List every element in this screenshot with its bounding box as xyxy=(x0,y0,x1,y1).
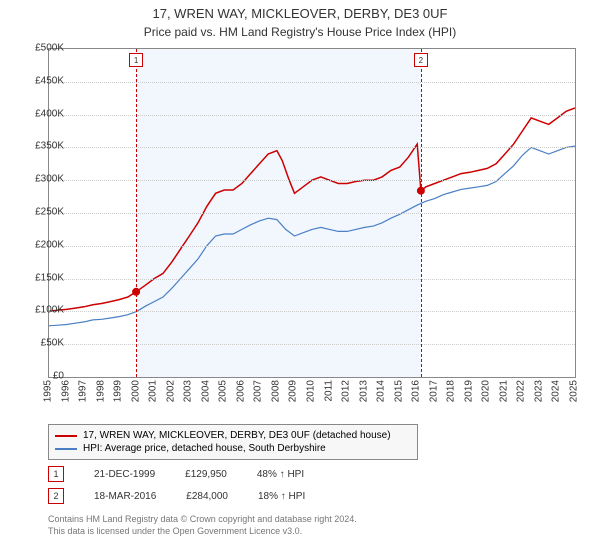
x-tick-label: 2012 xyxy=(341,380,352,402)
marker-row-2: 2 18-MAR-2016 £284,000 18% ↑ HPI xyxy=(48,488,305,504)
y-tick-label: £50K xyxy=(24,338,64,349)
y-tick-label: £500K xyxy=(24,43,64,54)
y-tick-label: £100K xyxy=(24,305,64,316)
y-tick-label: £250K xyxy=(24,207,64,218)
y-tick-label: £400K xyxy=(24,108,64,119)
x-tick-label: 1998 xyxy=(95,380,106,402)
legend-label-2: HPI: Average price, detached house, Sout… xyxy=(83,443,326,454)
footnote-line-1: Contains HM Land Registry data © Crown c… xyxy=(48,514,357,526)
x-tick-label: 2023 xyxy=(533,380,544,402)
x-tick-label: 2001 xyxy=(148,380,159,402)
x-tick-label: 2002 xyxy=(165,380,176,402)
legend-label-1: 17, WREN WAY, MICKLEOVER, DERBY, DE3 0UF… xyxy=(83,430,391,441)
marker-badge-2: 2 xyxy=(48,488,64,504)
marker-badge-1: 1 xyxy=(48,466,64,482)
x-tick-label: 2022 xyxy=(516,380,527,402)
legend-swatch-1 xyxy=(55,435,77,437)
chart-title: 17, WREN WAY, MICKLEOVER, DERBY, DE3 0UF xyxy=(0,0,600,23)
x-tick-label: 2014 xyxy=(376,380,387,402)
x-tick-label: 1997 xyxy=(78,380,89,402)
x-tick-label: 2010 xyxy=(306,380,317,402)
chart-subtitle: Price paid vs. HM Land Registry's House … xyxy=(0,23,600,39)
y-tick-label: £300K xyxy=(24,174,64,185)
x-tick-label: 2007 xyxy=(253,380,264,402)
x-tick-label: 2018 xyxy=(446,380,457,402)
x-tick-label: 2024 xyxy=(551,380,562,402)
x-tick-label: 2020 xyxy=(481,380,492,402)
x-tick-label: 2008 xyxy=(270,380,281,402)
legend-swatch-2 xyxy=(55,448,77,450)
x-tick-label: 2021 xyxy=(498,380,509,402)
marker-delta-1: 48% ↑ HPI xyxy=(257,469,304,480)
x-tick-label: 1999 xyxy=(113,380,124,402)
x-tick-label: 2025 xyxy=(569,380,580,402)
x-tick-label: 2016 xyxy=(411,380,422,402)
marker-chip: 2 xyxy=(414,53,428,67)
marker-price-1: £129,950 xyxy=(185,469,227,480)
marker-delta-2: 18% ↑ HPI xyxy=(258,491,305,502)
legend: 17, WREN WAY, MICKLEOVER, DERBY, DE3 0UF… xyxy=(48,424,418,460)
marker-row-1: 1 21-DEC-1999 £129,950 48% ↑ HPI xyxy=(48,466,304,482)
x-tick-label: 2000 xyxy=(130,380,141,402)
y-tick-label: £350K xyxy=(24,141,64,152)
x-tick-label: 2015 xyxy=(393,380,404,402)
legend-item-1: 17, WREN WAY, MICKLEOVER, DERBY, DE3 0UF… xyxy=(55,429,411,442)
x-tick-label: 2004 xyxy=(200,380,211,402)
chart-container: 17, WREN WAY, MICKLEOVER, DERBY, DE3 0UF… xyxy=(0,0,600,560)
marker-date-1: 21-DEC-1999 xyxy=(94,469,155,480)
legend-item-2: HPI: Average price, detached house, Sout… xyxy=(55,442,411,455)
plot-area: 12 xyxy=(48,48,576,378)
footnote-line-2: This data is licensed under the Open Gov… xyxy=(48,526,302,538)
y-tick-label: £450K xyxy=(24,75,64,86)
x-tick-label: 1995 xyxy=(43,380,54,402)
x-tick-label: 2019 xyxy=(463,380,474,402)
x-tick-label: 1996 xyxy=(60,380,71,402)
marker-date-2: 18-MAR-2016 xyxy=(94,491,156,502)
y-tick-label: £150K xyxy=(24,272,64,283)
x-tick-label: 2017 xyxy=(428,380,439,402)
x-tick-label: 2006 xyxy=(235,380,246,402)
y-tick-label: £200K xyxy=(24,239,64,250)
marker-chip: 1 xyxy=(129,53,143,67)
x-tick-label: 2003 xyxy=(183,380,194,402)
marker-price-2: £284,000 xyxy=(186,491,228,502)
x-tick-label: 2009 xyxy=(288,380,299,402)
x-tick-label: 2011 xyxy=(323,380,334,402)
x-tick-label: 2005 xyxy=(218,380,229,402)
x-tick-label: 2013 xyxy=(358,380,369,402)
